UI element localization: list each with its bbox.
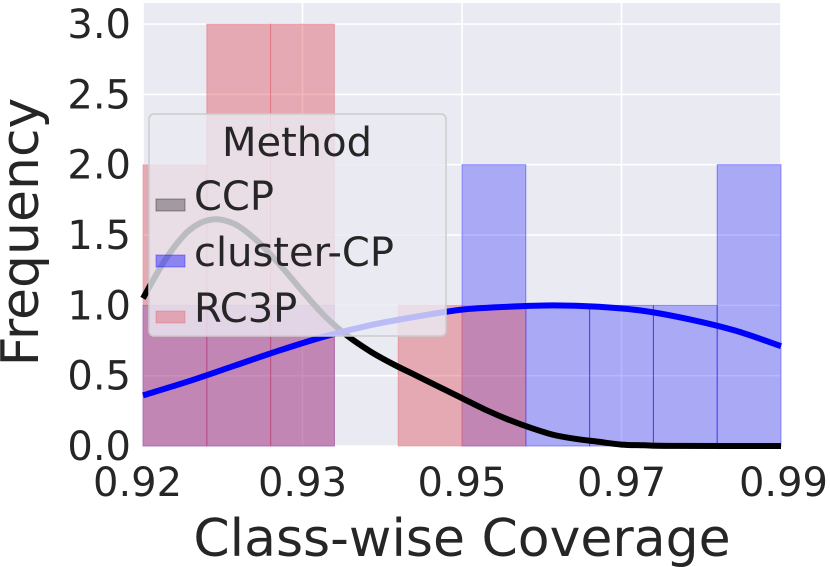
y-axis-title: Frequency (0, 98, 51, 367)
x-tick-label: 0.93 (258, 460, 347, 506)
legend-box (148, 113, 447, 337)
kde-line-cluster-cp (142, 302, 782, 399)
y-tick-label: 1.5 (67, 213, 131, 259)
legend-swatch-cluster-cp (155, 254, 186, 268)
x-tick-labels: 0.92 0.93 0.95 0.97 0.99 (93, 460, 828, 506)
legend: Method CCP cluster-CP RC3P (148, 113, 447, 337)
y-tick-label: 1.0 (67, 283, 131, 329)
histogram-bar-cluster-cp (716, 164, 782, 447)
y-tick-label: 3.0 (67, 2, 131, 48)
y-tick-label: 2.5 (67, 72, 131, 118)
legend-title: Method (222, 120, 372, 166)
y-tick-label: 0.5 (67, 354, 131, 400)
legend-label-rc3p: RC3P (194, 286, 297, 332)
legend-swatch-ccp (155, 198, 186, 212)
legend-swatch-rc3p (155, 310, 186, 324)
x-axis-title: Class-wise Coverage (193, 509, 730, 567)
x-tick-label: 0.92 (93, 460, 182, 506)
y-tick-label: 0.0 (67, 424, 131, 470)
histogram-bar-cluster-cp (652, 304, 718, 447)
y-tick-label: 2.0 (67, 143, 131, 189)
legend-label-cluster-cp: cluster-CP (194, 230, 394, 276)
x-tick-label: 0.99 (739, 460, 828, 506)
histogram-bar-cluster-cp (525, 304, 591, 447)
legend-label-ccp: CCP (194, 174, 274, 220)
x-tick-label: 0.97 (577, 460, 666, 506)
y-tick-labels: 0.0 0.5 1.0 1.5 2.0 2.5 3.0 (67, 2, 131, 470)
histogram-bar-cluster-cp (589, 304, 654, 447)
x-tick-label: 0.95 (417, 460, 506, 506)
